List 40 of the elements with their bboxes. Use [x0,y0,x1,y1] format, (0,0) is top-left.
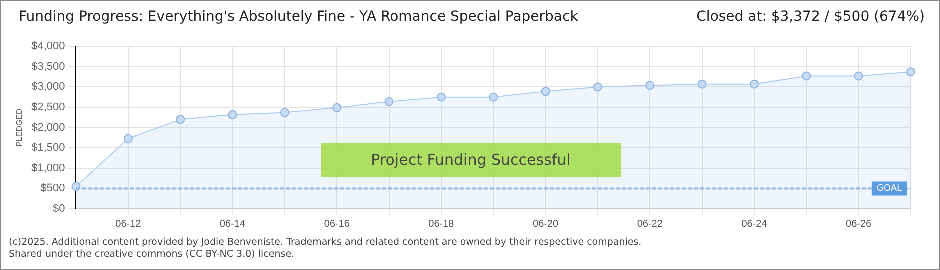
text: Closed at: $3,372 / $500 (674%) [696,9,925,25]
text: Shared under the creative commons (CC BY-NC 3.0) license. [9,249,296,261]
point [906,68,916,77]
point [646,81,655,90]
y-tick-label: $500 [40,182,66,195]
x-tick-label: 06-14 [220,218,246,230]
y-axis-title: PLEDGED [15,108,24,147]
point [436,92,446,102]
x-tick-label: 06-18 [428,218,455,230]
point [176,115,186,124]
x-tick-label: 06-22 [637,218,664,230]
point [802,72,812,81]
y-tick-label: $0 [52,203,66,216]
x-tick-label: 06-16 [324,218,350,230]
point [124,134,133,144]
point [489,92,498,102]
y-tick-label: $2,500 [32,102,66,114]
x-tick-label: 06-24 [742,218,768,230]
point [280,108,290,118]
success-banner: Project Funding Successful [321,143,621,177]
point [854,72,864,81]
text: (c)2025. Additional content provided by Jodie Benveniste. Trademarks and related content are owned by their respective companies. [9,237,642,249]
y-tick-label: $3,000 [32,81,66,94]
y-tick-label: $1,500 [32,142,66,154]
x-tick-label: 06-26 [846,218,872,230]
y-tick-label: $2,000 [32,122,66,134]
point [698,80,707,89]
x-tick-label: 06-20 [533,218,560,230]
point [750,80,759,89]
x-tick-label: 06-12 [116,218,142,230]
point [541,87,550,96]
y-tick-label: $3,500 [32,60,66,73]
y-tick-label: $1,000 [32,162,66,174]
y-tick-label: $4,000 [32,40,66,53]
chart-title: Funding Progress: Everything's Absolutely Fine - YA Romance Special Paperback [19,9,578,25]
point [228,110,238,120]
point [384,97,394,106]
point [332,103,342,112]
ref-line-label: GOAL [876,184,902,194]
point [593,82,602,92]
